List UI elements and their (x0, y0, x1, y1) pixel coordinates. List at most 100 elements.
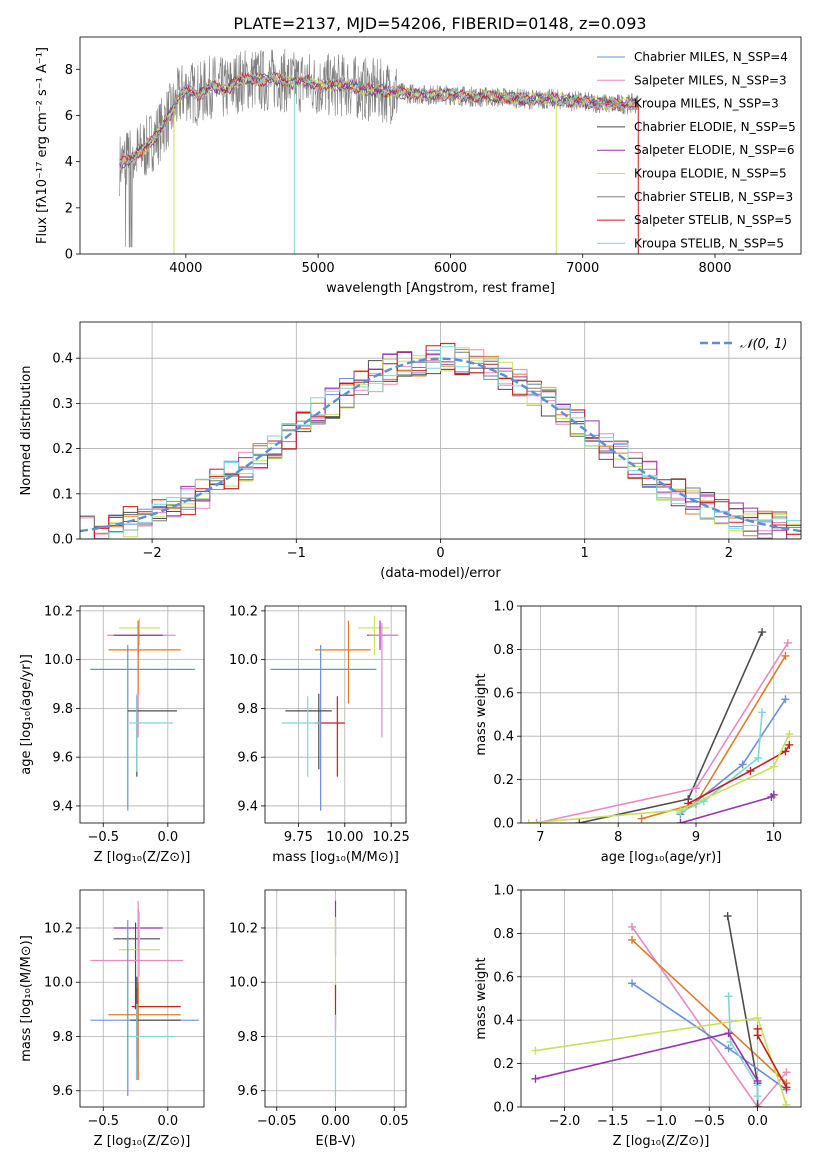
residuals-frame (79, 321, 802, 540)
y-axis-label: Normed distribution (19, 366, 34, 496)
x-tick-label: −0.5 (87, 1114, 119, 1129)
plot-area-mass_weight_vs_Z (531, 912, 791, 1107)
model-spectrum-line (119, 72, 639, 171)
mass-weight-series-line (727, 996, 759, 1097)
residual-histogram-line (80, 360, 801, 539)
spectrum-legend: Chabrier MILES, N_SSP=4 Salpeter MILES, N… (597, 50, 796, 250)
gaussian-curve (80, 357, 801, 533)
series-marker (532, 819, 541, 823)
x-tick-label: 0.0 (157, 1114, 178, 1129)
y-tick-label: 4 (65, 155, 73, 170)
series-marker (753, 1031, 762, 1040)
model-spectrum-line (119, 71, 639, 165)
y-tick-label: 10.0 (44, 976, 73, 991)
x-tick-label: −1.5 (597, 1114, 629, 1129)
series-marker (738, 760, 747, 769)
errorbar-point (368, 623, 399, 738)
series-marker (575, 819, 584, 823)
y-tick-label: 10.2 (44, 921, 73, 936)
series-marker (758, 708, 767, 717)
series-marker (753, 1103, 762, 1107)
series-marker (628, 922, 637, 931)
y-tick-label: 2 (65, 201, 73, 216)
errorbar-point (281, 696, 321, 777)
x-tick-label: −0.5 (87, 830, 119, 845)
plot-area-mass_weight_vs_age (524, 628, 794, 823)
series-marker (746, 766, 755, 775)
panel-mass_weight_vs_age: 7 8 9 10 0.0 0.2 0.4 0.6 0.8 1.0 age [log₁₀(age/yr… (474, 600, 802, 865)
y-tick-label: 9.8 (237, 702, 258, 717)
y-tick-label: 10.0 (229, 976, 258, 991)
figure-title: PLATE=2137, MJD=54206, FIBERID=0148, z=0… (233, 14, 646, 33)
y-tick-label: 9.6 (237, 751, 258, 766)
y-axis-label: mass [log₁₀(M/M⊙)] (19, 935, 34, 1062)
y-tick-label: 0.6 (493, 970, 514, 985)
mass-weight-series-line (631, 939, 788, 1084)
x-tick-label: 2 (725, 546, 733, 561)
legend-label: Chabrier MILES, N_SSP=4 (634, 50, 788, 64)
series-marker (628, 979, 637, 988)
errorbar-point (285, 693, 332, 770)
legend-label: Chabrier ELODIE, N_SSP=5 (634, 120, 796, 134)
x-tick-label: −0.5 (693, 1114, 725, 1129)
x-tick-label: 9.75 (284, 830, 313, 845)
y-tick-label: 0.0 (493, 1101, 514, 1116)
y-tick-label: 9.8 (237, 1030, 258, 1045)
series-marker (692, 784, 700, 793)
mass-weight-series-line (631, 926, 788, 1107)
x-axis-label: E(B-V) (315, 1134, 355, 1149)
series-marker (724, 1029, 733, 1038)
series-marker (676, 805, 685, 814)
x-tick-label: 0 (436, 546, 444, 561)
series-marker (785, 730, 794, 739)
x-tick-label: 1 (581, 546, 589, 561)
y-tick-label: 0.3 (52, 397, 73, 412)
y-tick-label: 0.2 (493, 773, 514, 788)
x-tick-label: −2.0 (549, 1114, 581, 1129)
errorbar-point (131, 987, 181, 1059)
panel-mass_vs_ebv: −0.05 0.00 0.05 9.6 9.8 10.0 10.2 E(B-V) (229, 889, 409, 1149)
series-marker (782, 1100, 791, 1107)
x-tick-label: 6000 (434, 261, 467, 276)
y-tick-label: 9.8 (52, 1030, 73, 1045)
mass-weight-series-line (528, 733, 791, 823)
legend-label: Kroupa STELIB, N_SSP=5 (634, 236, 784, 250)
observed-spectrum-line (119, 48, 639, 248)
x-tick-label: 10 (766, 830, 783, 845)
series-marker (781, 651, 790, 660)
series-marker (524, 819, 533, 823)
y-tick-label: 10.2 (44, 604, 73, 619)
series-marker (753, 1092, 762, 1101)
panel-age_vs_mass: 9.75 10.00 10.25 9.4 9.6 9.8 10.0 10.2 mass [log… (229, 604, 410, 865)
x-tick-label: 0.0 (747, 1114, 768, 1129)
series-marker (783, 638, 792, 647)
x-axis-label: mass [log₁₀(M/M⊙)] (272, 850, 399, 865)
series-marker (637, 814, 646, 823)
y-tick-label: 10.2 (229, 604, 258, 619)
x-tick-label: 8 (614, 830, 622, 845)
y-tick-label: 9.4 (237, 799, 258, 814)
errorbar-point (129, 1003, 175, 1080)
y-axis-label: mass weight (474, 673, 489, 755)
y-tick-label: 0 (65, 248, 73, 263)
panel-frame (79, 889, 205, 1108)
panel-frame (520, 889, 802, 1108)
mass-weight-series-line (680, 794, 775, 823)
y-tick-label: 0.0 (52, 533, 73, 548)
series-marker (782, 1083, 791, 1092)
y-axis-label: mass weight (474, 957, 489, 1039)
x-tick-label: −1.0 (645, 1114, 677, 1129)
series-marker (628, 935, 637, 944)
series-marker (781, 695, 790, 704)
x-axis-label: wavelength [Angstrom, rest frame] (326, 281, 555, 296)
legend-label: Kroupa MILES, N_SSP=3 (634, 97, 779, 111)
y-tick-label: 9.4 (52, 799, 73, 814)
y-tick-label: 10.2 (229, 921, 258, 936)
errorbar-point (129, 693, 173, 772)
residual-histogram-line (80, 342, 801, 539)
series-marker (769, 790, 778, 799)
y-tick-label: 8 (65, 63, 73, 78)
model-spectrum-line (119, 71, 639, 163)
x-axis-label: (data-model)/error (380, 566, 501, 581)
x-tick-label: 7000 (566, 261, 599, 276)
